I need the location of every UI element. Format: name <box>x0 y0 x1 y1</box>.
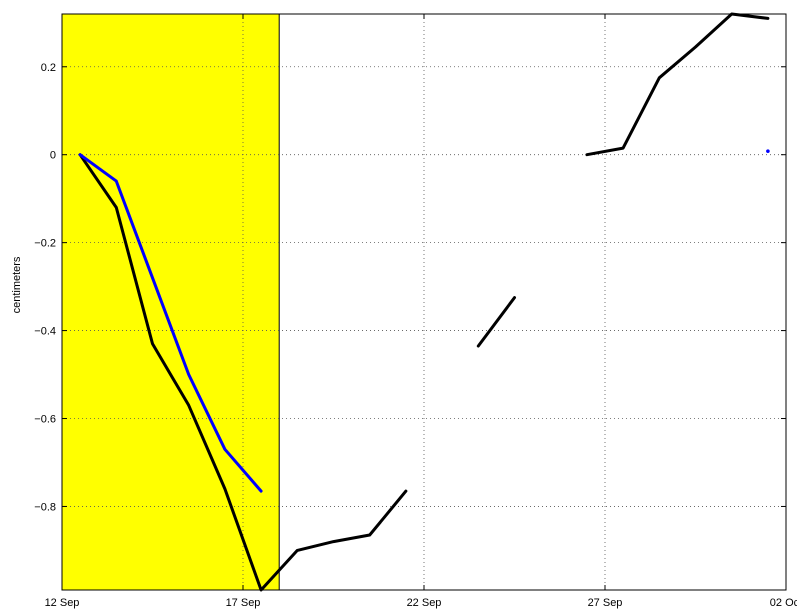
x-tick-labels: 12 Sep 17 Sep 22 Sep 27 Sep 02 Oct <box>45 597 797 609</box>
x-tick-label: 02 Oct <box>770 597 797 609</box>
y-tick-labels: 0.2 0 −0.2 −0.4 −0.6 −0.8 <box>34 62 56 514</box>
series-1-line <box>78 153 408 592</box>
x-tick-label: 22 Sep <box>407 597 442 609</box>
grid-layer <box>62 14 786 590</box>
x-tick-label: 27 Sep <box>588 597 623 609</box>
shaded-region <box>62 14 280 590</box>
y-tick-label: 0.2 <box>41 62 56 74</box>
y-tick-label: −0.4 <box>34 326 56 338</box>
axes-layer <box>61 13 787 591</box>
series-2-line <box>78 153 263 493</box>
y-tick-label: −0.2 <box>34 238 56 250</box>
series-1-line <box>476 296 516 348</box>
plot-frame <box>61 13 787 591</box>
series-1-line <box>585 12 770 157</box>
y-tick-label: 0 <box>50 150 56 162</box>
y-tick-label: −0.8 <box>34 501 56 513</box>
series-2-point <box>766 149 770 153</box>
y-axis-label: centimeters <box>11 256 23 313</box>
x-tick-label: 12 Sep <box>45 597 80 609</box>
shaded-region-layer <box>62 14 280 590</box>
y-tick-label: −0.6 <box>34 414 56 426</box>
series-layer <box>78 12 770 592</box>
x-tick-label: 17 Sep <box>226 597 261 609</box>
